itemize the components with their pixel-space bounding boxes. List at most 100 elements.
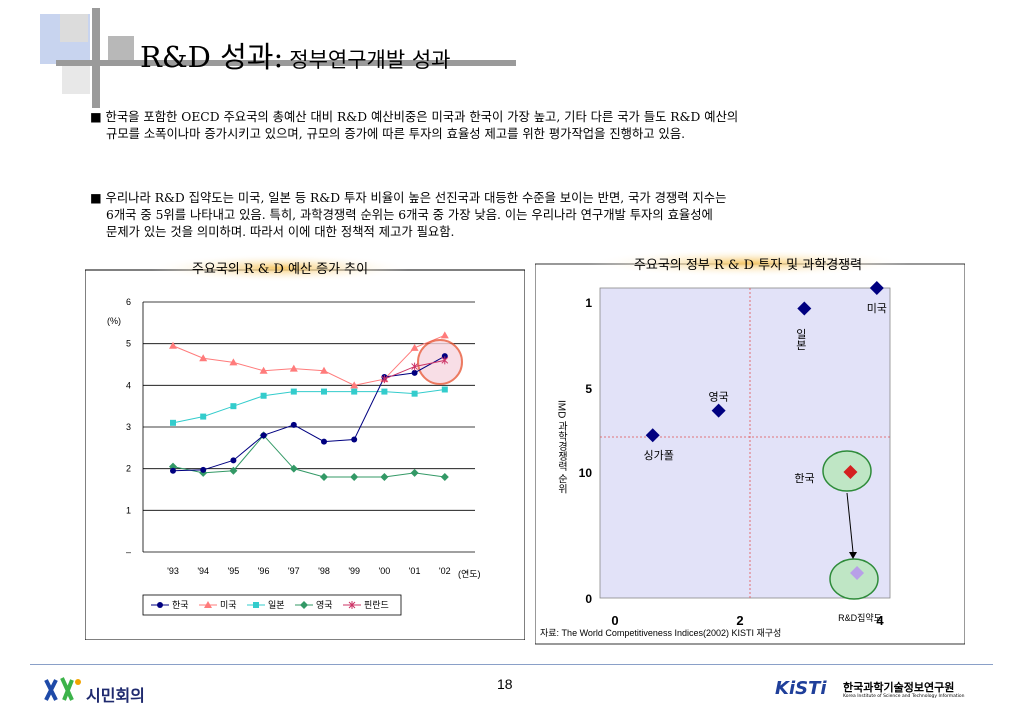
data-point bbox=[351, 388, 358, 395]
direction-arrow bbox=[846, 492, 854, 553]
data-point bbox=[289, 464, 298, 473]
scatter-point bbox=[711, 403, 726, 418]
page-number: 18 bbox=[497, 676, 513, 692]
chart-caption: 주요국의 R & D 예산 증가 추이 bbox=[192, 262, 368, 277]
budget-trend-chart: 주요국의 R & D 예산 증가 추이 6 5 4 3 2 1 – '93 '94 '95 '96 '… bbox=[85, 254, 525, 640]
data-point bbox=[157, 602, 163, 608]
point-label: 싱가폴 bbox=[644, 449, 674, 462]
bullet-marker: ■ bbox=[90, 110, 102, 124]
series-line-한국 bbox=[172, 355, 446, 472]
data-point bbox=[350, 381, 359, 389]
kisti-english-name: Korea Institute of Science and Technolog… bbox=[843, 694, 965, 699]
title-main: R&D 성과: bbox=[140, 40, 284, 74]
scatter-point bbox=[869, 281, 884, 295]
y-tick-label: 1 bbox=[126, 505, 131, 515]
data-point bbox=[410, 343, 419, 351]
legend-item: 일본 bbox=[247, 600, 285, 610]
x-tick-label: '98 bbox=[318, 566, 330, 576]
data-point bbox=[321, 388, 327, 395]
data-point bbox=[289, 364, 298, 372]
legend-box bbox=[142, 594, 402, 616]
bullet-2-line3: 문제가 있는 것을 의미하며. 따라서 이에 대한 정책적 제고가 필요함. bbox=[106, 225, 455, 239]
legend-item: 미국 bbox=[199, 600, 237, 610]
series-line-영국 bbox=[172, 434, 445, 478]
x-tick-label: '94 bbox=[197, 566, 209, 576]
chart-frame bbox=[85, 269, 525, 640]
footer-divider bbox=[30, 664, 993, 665]
data-point bbox=[441, 353, 448, 360]
plot-area bbox=[599, 287, 891, 599]
data-point bbox=[440, 473, 449, 481]
y-tick-label: 5 bbox=[585, 382, 592, 396]
scatter-point bbox=[645, 428, 660, 443]
caption-highlight bbox=[588, 250, 908, 277]
left-logo: 시민회의 bbox=[42, 674, 162, 706]
y-tick-label: 6 bbox=[126, 297, 131, 307]
bullet-2: ■ 우리나라 R&D 집약도는 미국, 일본 등 R&D 투자 비율이 높은 선… bbox=[90, 190, 940, 241]
decor-square-gray bbox=[60, 14, 88, 42]
x-tick-label: '01 bbox=[409, 566, 421, 576]
decor-horizontal-bar bbox=[56, 60, 516, 66]
x-tick-label: '95 bbox=[228, 566, 240, 576]
scatter-point bbox=[843, 465, 858, 479]
data-point bbox=[260, 432, 267, 439]
x-tick-label: 4 bbox=[876, 613, 884, 628]
data-point bbox=[441, 386, 448, 393]
y-axis-unit: (%) bbox=[107, 316, 121, 326]
data-point bbox=[350, 473, 359, 481]
kisti-name: 한국과학기술정보연구원 bbox=[843, 681, 955, 694]
data-point bbox=[320, 366, 328, 374]
people-logo-icon bbox=[44, 677, 81, 701]
data-point bbox=[411, 390, 418, 397]
data-point bbox=[253, 602, 259, 608]
legend-item: 영국 bbox=[295, 600, 333, 610]
bullet-1: ■ 한국을 포함한 OECD 주요국의 총예산 대비 R&D 예산비중은 미국과… bbox=[90, 109, 940, 143]
data-point bbox=[320, 473, 328, 481]
data-point bbox=[381, 388, 388, 395]
bullet-1-line2: 규모를 소폭이나마 증가시키고 있으며, 규모의 증가에 따른 투자의 효율성 … bbox=[106, 127, 686, 141]
data-point bbox=[200, 466, 207, 473]
legend-label: 핀란드 bbox=[364, 599, 389, 610]
legend-label: 일본 bbox=[268, 600, 285, 610]
y-tick-label: 4 bbox=[126, 380, 131, 390]
decor-vertical-bar bbox=[92, 8, 100, 108]
legend-label: 미국 bbox=[220, 600, 237, 610]
legend-label: 한국 bbox=[172, 600, 189, 610]
x-tick-label: 2 bbox=[736, 613, 743, 628]
left-logo-text: 시민회의 bbox=[86, 686, 145, 705]
data-point bbox=[381, 375, 388, 384]
bullet-1-line1: 한국을 포함한 OECD 주요국의 총예산 대비 R&D 예산비중은 미국과 한… bbox=[105, 110, 739, 124]
data-point bbox=[440, 331, 449, 339]
point-label: 영국 bbox=[709, 391, 729, 404]
point-label: 일본 bbox=[794, 327, 806, 350]
chart-caption: 주요국의 정부 R & D 투자 및 과학경쟁력 bbox=[634, 258, 862, 273]
y-tick-label: 1 bbox=[585, 296, 592, 310]
data-point bbox=[169, 341, 177, 349]
series-line-미국 bbox=[172, 334, 445, 386]
data-point bbox=[230, 457, 237, 464]
scatter-point bbox=[850, 566, 865, 580]
right-logo: KiSTi 한국과학기술정보연구원 Korea Institute of Sci… bbox=[775, 678, 985, 708]
x-tick-label: '99 bbox=[348, 566, 360, 576]
x-tick-label: '00 bbox=[379, 566, 391, 576]
x-tick-label: '02 bbox=[439, 566, 451, 576]
x-axis-label: R&D집약도 bbox=[838, 612, 882, 623]
data-point bbox=[204, 601, 212, 608]
data-point bbox=[321, 438, 327, 445]
data-point bbox=[290, 421, 297, 428]
data-point bbox=[348, 601, 356, 609]
data-point bbox=[230, 403, 237, 410]
data-point bbox=[351, 436, 358, 443]
y-tick-label: 0 bbox=[585, 592, 592, 606]
caption-highlight bbox=[150, 254, 410, 282]
series-line-일본 bbox=[172, 389, 445, 424]
x-tick-label: '93 bbox=[167, 566, 179, 576]
legend-item: 핀란드 bbox=[343, 599, 389, 610]
x-axis-unit: (연도) bbox=[458, 569, 481, 579]
point-label: 한국 bbox=[794, 472, 814, 485]
data-point bbox=[170, 467, 176, 474]
y-tick-label: 5 bbox=[126, 339, 131, 349]
data-point bbox=[410, 468, 419, 477]
highlight-circle bbox=[417, 339, 463, 385]
source-note: 자료: The World Competitiveness Indices(20… bbox=[540, 628, 781, 638]
